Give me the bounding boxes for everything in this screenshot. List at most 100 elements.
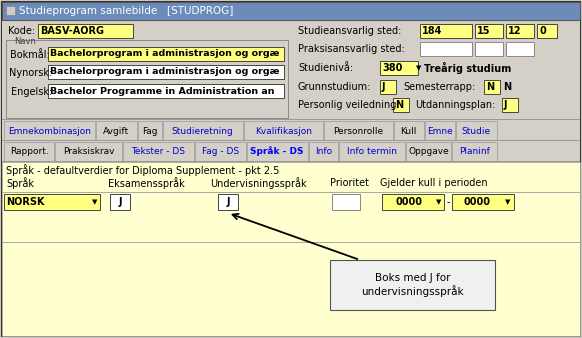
Bar [6,40,288,118]
Bar [48,65,284,79]
Text: Fag: Fag [142,126,158,136]
Text: Kvalifikasjon: Kvalifikasjon [255,126,312,136]
Bar [452,194,514,210]
Bar [243,121,323,140]
Text: Utdanningsplan:: Utdanningsplan: [415,100,495,110]
Text: Fag - DS: Fag - DS [202,146,239,155]
Text: ▼: ▼ [92,199,97,205]
Text: BASV-AORG: BASV-AORG [40,26,104,36]
Bar [456,121,496,140]
Text: Eksamensspråk: Eksamensspråk [108,177,184,189]
Text: J: J [118,197,122,207]
Text: 12: 12 [508,26,521,36]
Text: ▼: ▼ [416,65,421,71]
Text: Studieprogram samlebilde   [STUDPROG]: Studieprogram samlebilde [STUDPROG] [19,6,233,16]
Text: ▼: ▼ [505,199,510,205]
Bar [420,42,472,56]
Text: Navn: Navn [14,38,36,47]
Text: 0: 0 [539,26,546,36]
Text: Prioritet: Prioritet [330,178,369,188]
Bar [324,121,392,140]
Bar [380,61,418,75]
Text: Bachelorprogram i administrasjon og orgæ: Bachelorprogram i administrasjon og orgæ [50,68,279,76]
Bar [218,194,238,210]
Text: Planinf: Planinf [459,146,490,155]
Text: Engelsk:: Engelsk: [11,87,52,97]
Bar [2,162,580,242]
Text: Grunnstudium:: Grunnstudium: [298,82,371,92]
Bar [393,98,409,112]
Text: Kull: Kull [400,126,417,136]
Bar [196,142,246,161]
Text: Praksisansvarlig sted:: Praksisansvarlig sted: [298,44,404,54]
Bar [506,24,534,38]
Text: Studieansvarlig sted:: Studieansvarlig sted: [298,26,402,36]
Text: Personrolle: Personrolle [333,126,384,136]
Text: Emnekombinasjon: Emnekombinasjon [8,126,91,136]
Bar [4,194,100,210]
Bar [2,140,580,141]
Text: ▼: ▼ [436,199,441,205]
Text: Studie: Studie [462,126,491,136]
Text: J: J [226,197,230,207]
Bar [48,84,284,98]
Bar [475,42,503,56]
Text: Kode:: Kode: [8,26,35,36]
Bar [247,142,308,161]
Text: Oppgave: Oppgave [409,146,449,155]
Bar [48,47,284,61]
Bar [4,121,94,140]
Bar [484,80,500,94]
Text: 0000: 0000 [395,197,422,207]
Text: Rapport.: Rapport. [10,146,48,155]
Bar [6,6,15,15]
Bar [2,141,580,161]
Bar [95,121,137,140]
Text: Avgift: Avgift [103,126,129,136]
Text: Språk - DS: Språk - DS [250,146,304,156]
Text: Språk: Språk [6,177,34,189]
Bar [339,142,405,161]
Bar [424,121,455,140]
Bar [4,142,54,161]
Text: Treårig studium: Treårig studium [424,62,511,74]
Text: Undervisningsspråk: Undervisningsspråk [210,177,307,189]
Text: 380: 380 [382,63,402,73]
Bar [2,242,580,336]
Text: Info termin: Info termin [347,146,397,155]
Bar [2,192,580,193]
Bar [137,121,162,140]
Text: 15: 15 [477,26,491,36]
Bar [330,260,495,310]
Text: Språk - defaultverdier for Diploma Supplement - pkt 2.5: Språk - defaultverdier for Diploma Suppl… [6,164,279,176]
Text: Studieretning: Studieretning [172,126,233,136]
Text: Bachelorprogram i administrasjon og orgæ: Bachelorprogram i administrasjon og orgæ [50,49,279,58]
Bar [393,121,424,140]
Text: J: J [504,100,508,110]
Bar [506,42,534,56]
Text: Studienivå:: Studienivå: [298,63,353,73]
Bar [475,24,503,38]
Bar [38,24,133,38]
Bar [382,194,444,210]
Bar [420,24,472,38]
Text: Bachelor Programme in Administration an: Bachelor Programme in Administration an [50,87,275,96]
Bar [2,2,580,20]
Text: Tekster - DS: Tekster - DS [132,146,186,155]
Bar [308,142,338,161]
Text: Gjelder kull i perioden: Gjelder kull i perioden [380,178,488,188]
Text: Semesterrapp:: Semesterrapp: [403,82,475,92]
Bar [2,161,580,162]
Text: Bokmål:: Bokmål: [10,50,49,60]
Text: 184: 184 [422,26,442,36]
Bar [380,80,396,94]
Bar [163,121,243,140]
Bar [452,142,498,161]
Text: Personlig veiledning:: Personlig veiledning: [298,100,400,110]
Bar [406,142,451,161]
Bar [110,194,130,210]
Text: J: J [382,82,385,92]
Text: NORSK: NORSK [6,197,44,207]
Text: Emne: Emne [427,126,452,136]
Text: N: N [503,82,511,92]
